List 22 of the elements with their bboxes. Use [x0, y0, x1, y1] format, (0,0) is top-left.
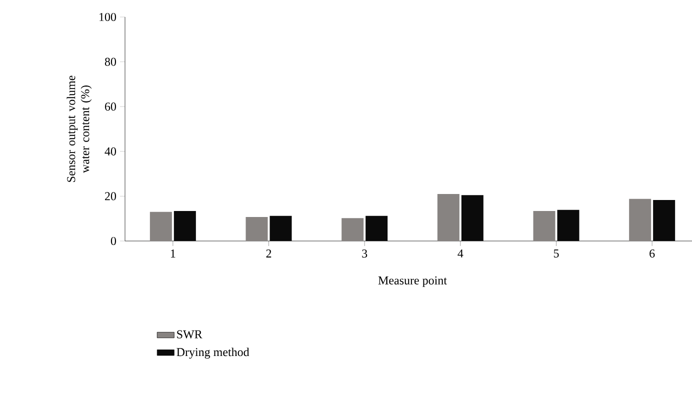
- y-axis-title: Sensor output volume water content (%): [66, 76, 92, 182]
- legend-label: SWR: [177, 330, 202, 338]
- x-tick-label: 4: [458, 250, 464, 258]
- bar: [533, 210, 556, 241]
- bar: [437, 194, 460, 241]
- y-tick-label: 20: [105, 192, 116, 200]
- x-tick-label: 5: [554, 250, 559, 258]
- y-tick-label: 60: [104, 102, 116, 111]
- y-tick-label: 40: [104, 147, 116, 156]
- bar: [150, 212, 172, 241]
- y-tick-label: 0: [110, 236, 116, 246]
- x-tick-label: 1: [170, 250, 176, 258]
- y-tick-label: 80: [104, 58, 116, 66]
- bar: [629, 198, 652, 241]
- x-tick-label: 6: [650, 250, 655, 258]
- y-tick-label: 100: [100, 12, 116, 22]
- bar: [246, 217, 268, 241]
- legend-label: Drying method: [176, 348, 250, 359]
- x-tick-label: 3: [362, 250, 368, 258]
- x-tick-label: 2: [266, 250, 272, 258]
- x-axis-title: Measure point: [378, 276, 447, 287]
- bar: [342, 218, 364, 241]
